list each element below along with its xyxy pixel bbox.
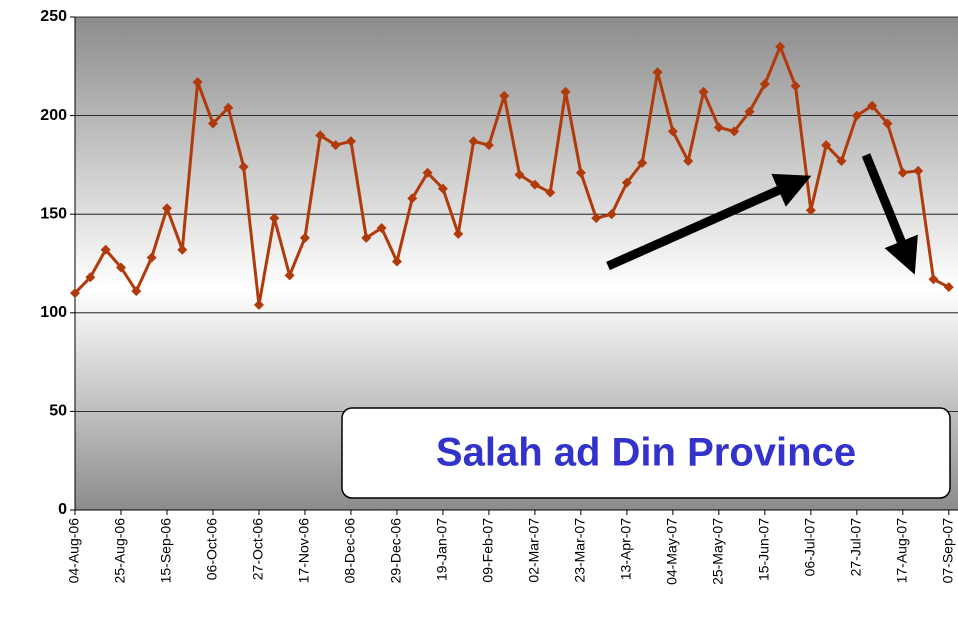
data-point (943, 282, 954, 293)
x-tick-label: 17-Nov-06 (296, 518, 312, 584)
data-point (391, 256, 402, 267)
annotation: Salah ad Din Province (436, 431, 856, 475)
x-tick-label: 19-Jan-07 (434, 518, 450, 581)
data-point (376, 223, 387, 234)
y-tick-label: 250 (40, 8, 67, 25)
data-point (315, 130, 326, 141)
data-point (913, 165, 924, 176)
data-point (284, 270, 295, 281)
data-point (161, 203, 172, 214)
data-point (713, 122, 724, 133)
x-tick-label: 27-Oct-06 (250, 518, 266, 580)
x-tick-label: 29-Dec-06 (388, 518, 404, 584)
data-point (529, 179, 540, 190)
data-point (882, 118, 893, 129)
data-point (299, 232, 310, 243)
data-point (115, 262, 126, 273)
data-point (790, 81, 801, 92)
y-tick-label: 0 (58, 501, 67, 518)
data-point (575, 167, 586, 178)
data-point (483, 140, 494, 151)
data-point (667, 126, 678, 137)
data-line (73, 42, 950, 306)
data-point (805, 205, 816, 216)
data-point (621, 177, 632, 188)
data-point (499, 90, 510, 101)
x-tick-label: 13-Apr-07 (618, 518, 634, 580)
data-point (330, 140, 341, 151)
annotation-box (341, 407, 951, 499)
y-tick-label: 100 (40, 304, 67, 321)
data-point (361, 232, 372, 243)
x-tick-label: 04-Aug-06 (66, 518, 82, 584)
x-tick-label: 27-Jul-07 (848, 518, 864, 577)
data-point (514, 169, 525, 180)
data-point (100, 244, 111, 255)
data-point (238, 161, 249, 172)
x-tick-label: 15-Sep-06 (158, 518, 174, 584)
x-tick-label: 04-May-07 (664, 518, 680, 585)
data-point (131, 286, 142, 297)
data-point (775, 41, 786, 52)
data-point (759, 79, 770, 90)
data-point (851, 110, 862, 121)
data-point (821, 140, 832, 151)
data-point (207, 118, 218, 129)
x-tick-label: 02-Mar-07 (526, 518, 542, 583)
data-point (345, 136, 356, 147)
data-point (223, 102, 234, 113)
data-point (652, 67, 663, 78)
data-point (867, 100, 878, 111)
data-point (468, 136, 479, 147)
x-tick-label: 23-Mar-07 (572, 518, 588, 583)
data-point (897, 167, 908, 178)
data-point (407, 193, 418, 204)
x-tick-label: 08-Dec-06 (342, 518, 358, 584)
x-tick-label: 07-Sep-07 (940, 518, 956, 584)
y-tick-label: 200 (40, 107, 67, 124)
data-point (836, 155, 847, 166)
x-tick-label: 06-Oct-06 (204, 518, 220, 580)
data-point (177, 244, 188, 255)
data-point (192, 77, 203, 88)
data-point (591, 213, 602, 224)
data-point (928, 274, 939, 285)
x-tick-label: 15-Jun-07 (756, 518, 772, 581)
arrow (606, 173, 812, 271)
x-tick-label: 09-Feb-07 (480, 518, 496, 583)
x-tick-label: 25-Aug-06 (112, 518, 128, 584)
data-point (545, 187, 556, 198)
data-point (453, 228, 464, 239)
data-point (85, 272, 96, 283)
data-point (637, 157, 648, 168)
arrow (861, 153, 918, 275)
data-point (683, 155, 694, 166)
data-point (269, 213, 280, 224)
data-point (70, 288, 80, 299)
data-point (560, 86, 571, 97)
data-point (253, 299, 264, 310)
x-tick-label: 17-Aug-07 (894, 518, 910, 584)
x-tick-label: 06-Jul-07 (802, 518, 818, 577)
x-tick-label: 25-May-07 (710, 518, 726, 585)
data-point (698, 86, 709, 97)
data-point (606, 209, 617, 220)
data-point (744, 106, 755, 117)
data-point (146, 252, 157, 263)
data-point (422, 167, 433, 178)
data-point (729, 126, 740, 137)
y-tick-label: 50 (49, 403, 67, 420)
data-point (437, 183, 448, 194)
y-tick-label: 150 (40, 205, 67, 222)
